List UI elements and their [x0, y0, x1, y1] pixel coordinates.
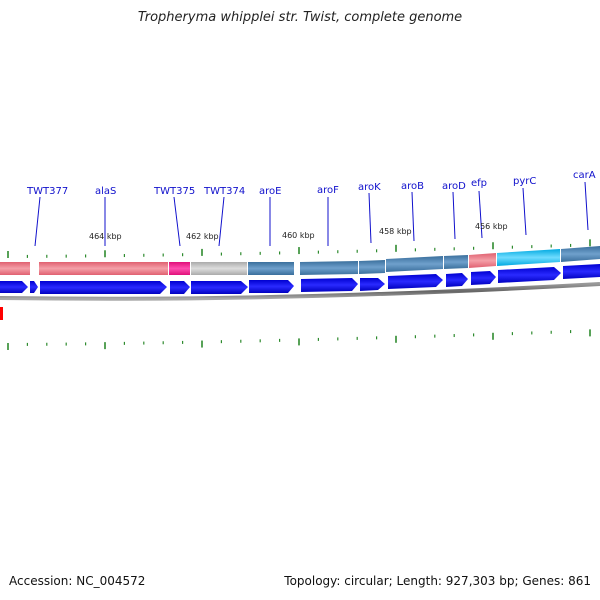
gene-arrow[interactable] [40, 281, 167, 294]
cog-segment [444, 255, 468, 269]
cog-segment [300, 261, 358, 275]
gene-label[interactable]: aroK [358, 182, 381, 193]
gene-label[interactable]: alaS [95, 186, 116, 197]
leader-line [522, 187, 527, 236]
kbp-label: 460 kbp [282, 231, 315, 240]
cog-segment [0, 262, 30, 275]
cog-segment [248, 262, 294, 275]
lower-tick-track [7, 329, 591, 350]
cog-segment [191, 262, 247, 275]
gene-arrow[interactable] [563, 264, 600, 279]
gene-label[interactable]: TWT374 [203, 186, 245, 197]
gene-label[interactable]: efp [471, 178, 487, 189]
gene-label[interactable]: pyrC [513, 176, 536, 187]
gene-arrow[interactable] [360, 278, 385, 291]
genome-summary-text: Topology: circular; Length: 927,303 bp; … [284, 574, 591, 588]
cog-segment [169, 262, 190, 275]
scale-labels: 464 kbp 462 kbp 460 kbp 458 kbp 456 kbp [89, 222, 508, 241]
gene-label[interactable]: aroD [442, 181, 466, 192]
leader-line [411, 191, 415, 242]
gene-label[interactable]: TWT375 [153, 186, 195, 197]
gene-arrow[interactable] [191, 281, 248, 294]
accession-text: Accession: NC_004572 [9, 574, 146, 588]
feature-marker [0, 307, 3, 320]
gene-label-layer: TWT377 alaS TWT375 TWT374 aroE aroF aroK… [26, 170, 596, 247]
gene-arrow-track [0, 264, 600, 294]
gene-label[interactable]: carA [573, 170, 596, 181]
upper-tick-track [7, 239, 591, 258]
gene-arrow[interactable] [30, 281, 38, 293]
cog-track [0, 246, 600, 275]
cog-segment [39, 262, 168, 275]
leader-line [34, 196, 41, 247]
cog-segment [469, 253, 496, 268]
kbp-label: 464 kbp [89, 232, 122, 241]
cog-segment [386, 256, 443, 272]
gene-arrow[interactable] [471, 271, 496, 285]
leader-line [478, 190, 483, 239]
genome-backbone [0, 282, 600, 301]
kbp-label: 462 kbp [186, 232, 219, 241]
cog-segment [561, 246, 600, 262]
gene-label[interactable]: aroB [401, 181, 424, 192]
leader-line [173, 196, 181, 247]
gene-arrow[interactable] [0, 281, 28, 293]
kbp-label: 456 kbp [475, 222, 508, 231]
cog-segment [497, 249, 560, 266]
leader-line [218, 196, 225, 247]
gene-arrow[interactable] [301, 278, 358, 292]
leader-line [584, 181, 589, 231]
gene-arrow[interactable] [249, 280, 294, 293]
leader-line [452, 191, 456, 240]
cog-segment [359, 260, 385, 274]
gene-label[interactable]: aroF [317, 185, 339, 196]
gene-arrow[interactable] [170, 281, 190, 294]
gene-arrow[interactable] [446, 273, 468, 287]
kbp-label: 458 kbp [379, 227, 412, 236]
leader-line [368, 192, 372, 244]
gene-label[interactable]: aroE [259, 186, 281, 197]
map-title: Tropheryma whipplei str. Twist, complete… [137, 10, 463, 25]
gene-arrow[interactable] [388, 274, 443, 289]
gene-label[interactable]: TWT377 [26, 186, 68, 197]
gene-arrow[interactable] [498, 267, 561, 283]
